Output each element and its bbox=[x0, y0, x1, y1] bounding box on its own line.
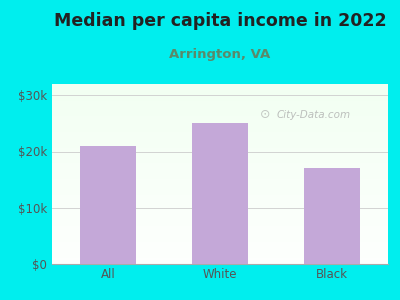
Text: ⊙: ⊙ bbox=[260, 108, 271, 121]
Bar bbox=[192, 123, 248, 264]
Text: City-Data.com: City-Data.com bbox=[277, 110, 351, 120]
Text: Arrington, VA: Arrington, VA bbox=[169, 48, 271, 61]
Bar bbox=[304, 168, 360, 264]
Bar bbox=[80, 146, 136, 264]
Text: Median per capita income in 2022: Median per capita income in 2022 bbox=[54, 12, 386, 30]
